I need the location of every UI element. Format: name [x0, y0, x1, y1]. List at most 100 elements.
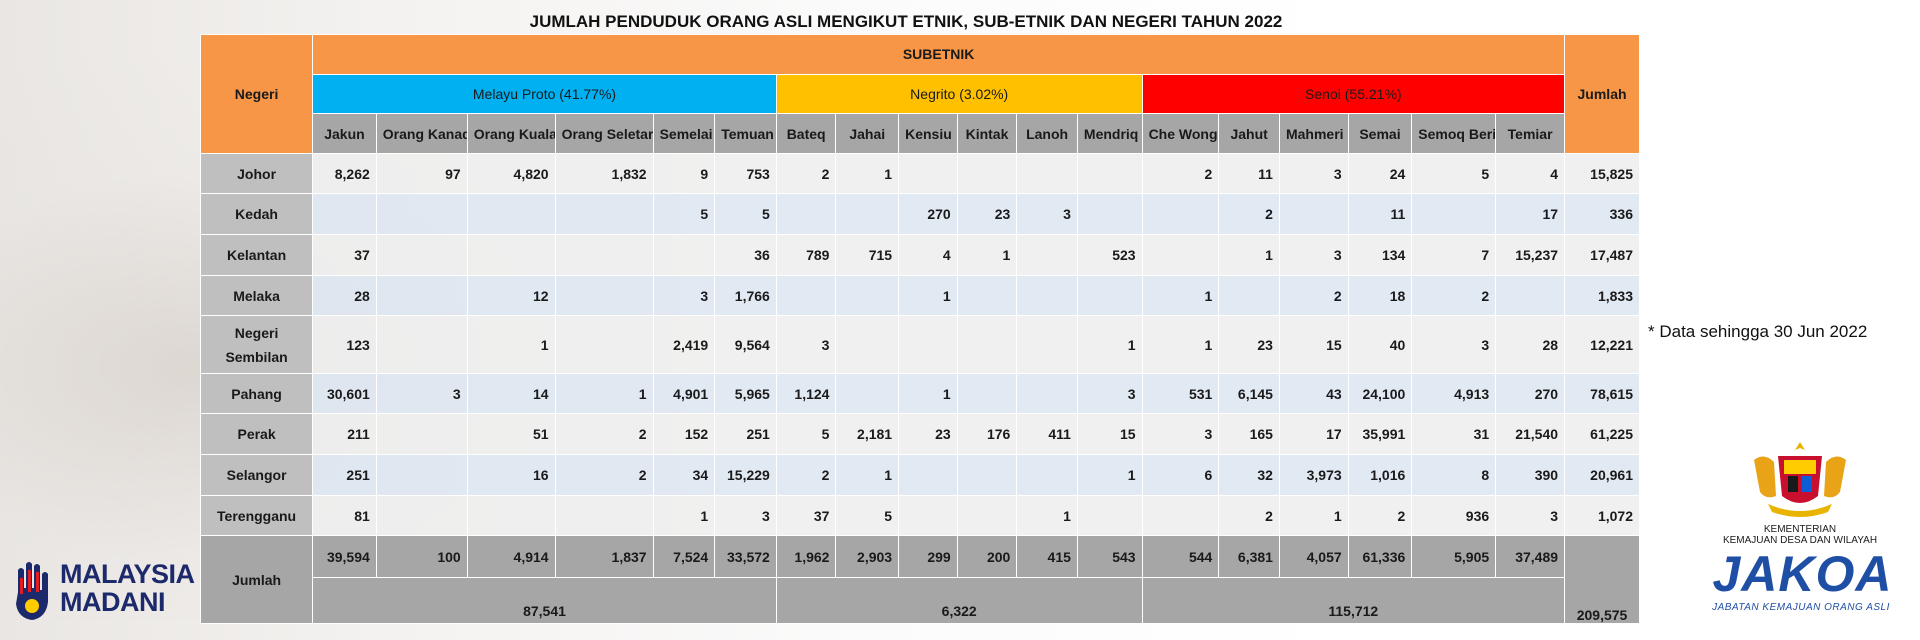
table-cell: 32 [1218, 454, 1280, 496]
table-cell: 35,991 [1347, 413, 1413, 456]
table-cell [466, 494, 556, 537]
table-cell: 3 [375, 372, 468, 415]
subheader-orang-kanaq: Orang Kanaq [375, 113, 468, 154]
subethnic-total: 61,336 [1347, 535, 1413, 579]
table-cell [1016, 234, 1078, 276]
table-cell [312, 193, 377, 236]
table-cell [1016, 315, 1078, 374]
table-cell: 753 [714, 152, 777, 195]
table-cell: 523 [1076, 234, 1143, 276]
table-cell: 40 [1347, 315, 1413, 374]
subheader-jakun: Jakun [312, 113, 377, 154]
page-title: JUMLAH PENDUDUK ORANG ASLI MENGIKUT ETNI… [529, 12, 1283, 31]
subethnic-total: 1,837 [554, 535, 654, 579]
row-total: 1,833 [1564, 274, 1640, 317]
data-note: * Data sehingga 30 Jun 2022 [1648, 322, 1868, 341]
table-cell [554, 193, 654, 236]
subheader-che-wong: Che Wong [1141, 113, 1220, 154]
row-total: 20,961 [1564, 454, 1640, 496]
table-row: Pahang 30,601 3 14 1 4,901 5,965 1,124 1 3 531 6,14… [199, 372, 1640, 415]
table-cell [835, 372, 900, 415]
group-total-senoi: 115,712 [1141, 577, 1566, 624]
totals-label: Jumlah [199, 535, 314, 624]
table-cell [835, 315, 900, 374]
state-name: Perak [199, 413, 314, 456]
table-row: Johor 8,262 97 4,820 1,832 9 753 2 1 2 11 3 24 5 4 15,8… [199, 152, 1640, 195]
subheader-semelai: Semelai [652, 113, 716, 154]
table-cell: 2 [1278, 274, 1349, 317]
subethnic-total: 6,381 [1218, 535, 1280, 579]
group-negrito: Negrito (3.02%) [775, 73, 1143, 115]
table-cell [956, 454, 1018, 496]
table-cell [466, 234, 556, 276]
totals-row: Jumlah 39,594 100 4,914 1,837 7,524 33,572 1,96… [199, 535, 1640, 624]
state-name: Melaka [199, 274, 314, 317]
table-cell: 36 [714, 234, 777, 276]
table-cell: 411 [1016, 413, 1078, 456]
row-total: 17,487 [1564, 234, 1640, 276]
table-cell: 3 [1278, 152, 1349, 195]
table-cell: 4 [898, 234, 958, 276]
table-cell [375, 193, 468, 236]
table-cell: 4,820 [466, 152, 556, 195]
table-cell: 789 [775, 234, 837, 276]
jakoa-logo: JAKOA [1712, 546, 1893, 602]
subheader-semai: Semai [1347, 113, 1413, 154]
table-cell: 51 [466, 413, 556, 456]
table-cell: 28 [312, 274, 377, 317]
table-cell [375, 494, 468, 537]
table-cell [1016, 372, 1078, 415]
table-row: Kelantan 37 36 789 715 4 1 523 1 3 134 7 15,237 17,48… [199, 234, 1640, 276]
table-cell: 23 [1218, 315, 1280, 374]
table-cell [1141, 234, 1220, 276]
table-row: Terengganu 81 1 3 37 5 1 2 1 2 936 3 1,072 [199, 494, 1640, 537]
table-cell: 97 [375, 152, 468, 195]
table-row: Selangor 251 16 2 34 15,229 2 1 1 6 32 3,973 1,016 8 3… [199, 454, 1640, 496]
table-cell [1278, 193, 1349, 236]
table-cell: 2 [1218, 494, 1280, 537]
subethnic-total: 299 [898, 535, 958, 579]
madani-hand-icon [16, 562, 48, 620]
subheader-temiar: Temiar [1495, 113, 1566, 154]
table-cell [775, 274, 837, 317]
subheader-temuan: Temuan [714, 113, 777, 154]
subheader-kensiu: Kensiu [898, 113, 958, 154]
table-cell: 15 [1076, 413, 1143, 456]
table-cell [652, 234, 716, 276]
population-table: Negeri SUBETNIK Jumlah Melayu Proto (41.… [199, 34, 1640, 624]
table-cell: 30,601 [312, 372, 377, 415]
madani-line-1: MALAYSIA [60, 559, 195, 589]
subethnic-total: 7,524 [652, 535, 716, 579]
ministry-line-1: KEMENTERIAN [1763, 524, 1837, 535]
table-cell: 4,913 [1411, 372, 1497, 415]
table-cell: 1,832 [554, 152, 654, 195]
subheader-orang-seletar: Orang Seletar [554, 113, 654, 154]
table-cell [466, 193, 556, 236]
table-cell: 31 [1411, 413, 1497, 456]
table-cell [375, 234, 468, 276]
table-cell: 715 [835, 234, 900, 276]
table-cell: 3,973 [1278, 454, 1349, 496]
table-cell: 165 [1218, 413, 1280, 456]
coat-of-arms-icon [1754, 442, 1846, 517]
table-cell: 6 [1141, 454, 1220, 496]
state-name: Kedah [199, 193, 314, 236]
table-row: Negeri Sembilan 123 1 2,419 9,564 3 1 1 23 15 40 3 2… [199, 315, 1640, 374]
table-cell: 3 [775, 315, 837, 374]
subheader-kintak: Kintak [956, 113, 1018, 154]
table-cell: 3 [1016, 193, 1078, 236]
row-total: 15,825 [1564, 152, 1640, 195]
table-cell: 5 [775, 413, 837, 456]
table-cell: 3 [652, 274, 716, 317]
table-cell: 1,124 [775, 372, 837, 415]
table-cell: 251 [312, 454, 377, 496]
subheader-mendriq: Mendriq [1076, 113, 1143, 154]
ministry-name: KEMENTERIAN KEMAJUAN DESA DAN WILAYAH [1690, 524, 1910, 546]
table-cell [1495, 274, 1566, 317]
table-cell: 24 [1347, 152, 1413, 195]
table-cell: 1 [1076, 454, 1143, 496]
table-cell: 15,237 [1495, 234, 1566, 276]
table-cell: 936 [1411, 494, 1497, 537]
table-cell: 1 [898, 372, 958, 415]
table-cell: 11 [1347, 193, 1413, 236]
